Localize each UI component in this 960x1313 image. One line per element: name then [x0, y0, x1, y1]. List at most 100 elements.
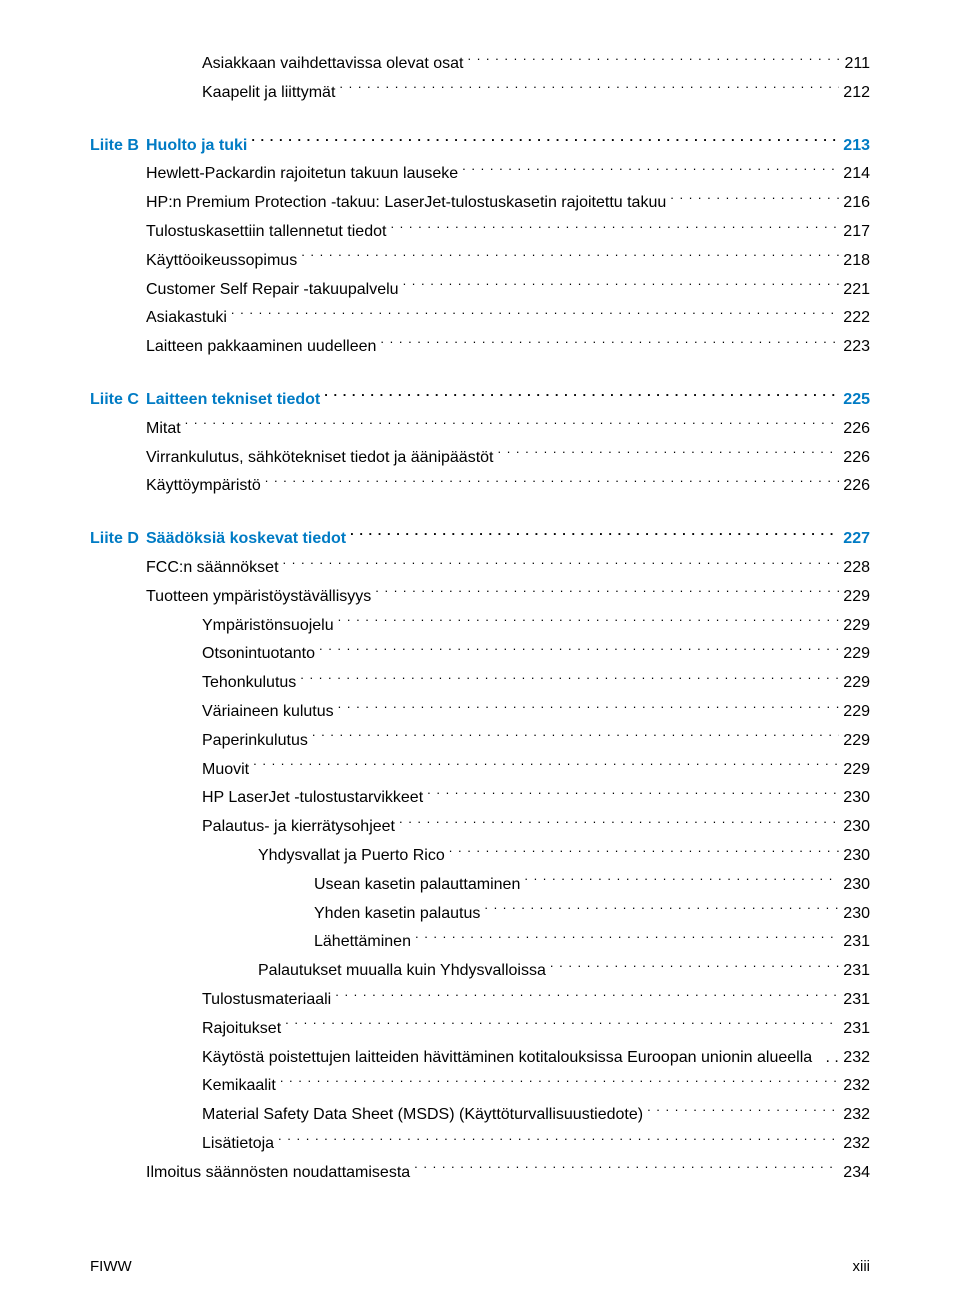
footer-left: FIWW	[90, 1258, 132, 1275]
toc-leader-dots	[319, 642, 839, 658]
toc-leader-dots	[283, 556, 840, 572]
toc-entry-label: Lisätietoja	[202, 1130, 274, 1159]
toc-entry[interactable]: Laitteen pakkaaminen uudelleen 223	[90, 333, 870, 362]
toc-page-number: 231	[843, 1015, 870, 1044]
toc-page-number: 213	[843, 132, 870, 161]
toc-entry-label: Palautus- ja kierrätysohjeet	[202, 813, 395, 842]
toc-entry[interactable]: Asiakkaan vaihdettavissa olevat osat 211	[90, 50, 870, 79]
toc-section-heading[interactable]: Liite CLaitteen tekniset tiedot225	[90, 386, 870, 415]
toc-entry[interactable]: FCC:n säännökset228	[90, 554, 870, 583]
toc-page-number: 229	[843, 583, 870, 612]
toc-page-number: 211	[844, 50, 870, 79]
toc-entry-label: Väriaineen kulutus	[202, 698, 334, 727]
toc-section-heading[interactable]: Liite BHuolto ja tuki213	[90, 132, 870, 161]
toc-entry[interactable]: Väriaineen kulutus 229	[90, 698, 870, 727]
toc-entry-label: Asiakastuki	[146, 304, 227, 333]
toc-leader-dots	[550, 959, 839, 975]
toc-entry-label: Mitat	[146, 415, 181, 444]
toc-leader-dots	[301, 249, 839, 265]
toc-entry[interactable]: Käyttöoikeussopimus 218	[90, 247, 870, 276]
toc-entry[interactable]: Tehonkulutus229	[90, 669, 870, 698]
toc-entry[interactable]: Tulostuskasettiin tallennetut tiedot 217	[90, 218, 870, 247]
toc-leader-dots	[399, 815, 839, 831]
toc-entry-label: Asiakkaan vaihdettavissa olevat osat	[202, 50, 463, 79]
toc-page-number: 222	[843, 304, 870, 333]
toc-page-number: 229	[843, 698, 870, 727]
toc-entry[interactable]: Mitat226	[90, 415, 870, 444]
toc-leader-dots	[338, 700, 840, 716]
toc-entry[interactable]: Rajoitukset 231	[90, 1015, 870, 1044]
toc-leader-dots	[312, 729, 839, 745]
toc-entry[interactable]: Hewlett-Packardin rajoitetun takuun laus…	[90, 160, 870, 189]
toc-leader-dots	[427, 786, 839, 802]
toc-entry[interactable]: Material Safety Data Sheet (MSDS) (Käytt…	[90, 1101, 870, 1130]
toc-entry[interactable]: HP LaserJet -tulostustarvikkeet230	[90, 784, 870, 813]
toc-page-number: 232	[843, 1130, 870, 1159]
toc-page-number: 212	[843, 79, 870, 108]
toc-page-number: 229	[843, 756, 870, 785]
toc-entry[interactable]: Palautus- ja kierrätysohjeet230	[90, 813, 870, 842]
toc-entry-label: Lähettäminen	[314, 928, 411, 957]
toc-leader-dots	[185, 417, 840, 433]
toc-entry[interactable]: Virrankulutus, sähkötekniset tiedot ja ä…	[90, 444, 870, 473]
toc-entry[interactable]: Customer Self Repair -takuupalvelu221	[90, 276, 870, 305]
toc-entry-label: Käyttöoikeussopimus	[146, 247, 297, 276]
toc-entry[interactable]: Tuotteen ympäristöystävällisyys 229	[90, 583, 870, 612]
toc-entry[interactable]: Paperinkulutus229	[90, 727, 870, 756]
toc-entry[interactable]: Ympäristönsuojelu229	[90, 612, 870, 641]
toc-page-number: 229	[843, 640, 870, 669]
footer-right: xiii	[853, 1258, 871, 1275]
page: Asiakkaan vaihdettavissa olevat osat211K…	[0, 0, 960, 1313]
toc-page-number: 232	[843, 1072, 870, 1101]
toc-entry[interactable]: Palautukset muualla kuin Yhdysvalloissa2…	[90, 957, 870, 986]
toc-leader-dots	[414, 1161, 839, 1177]
toc-entry[interactable]: Kaapelit ja liittymät212	[90, 79, 870, 108]
toc-page-number: 229	[843, 612, 870, 641]
toc-entry[interactable]: Otsonintuotanto229	[90, 640, 870, 669]
toc-leader-dots	[380, 335, 839, 351]
toc-leader-dots	[335, 988, 839, 1004]
toc-entry[interactable]: Tulostusmateriaali231	[90, 986, 870, 1015]
toc-page-number: 221	[843, 276, 870, 305]
toc-leader-dots	[253, 758, 839, 774]
toc-entry-label: Käyttöympäristö	[146, 472, 261, 501]
toc-entry[interactable]: HP:n Premium Protection -takuu: LaserJet…	[90, 189, 870, 218]
toc-section-prefix: Liite B	[90, 132, 146, 161]
toc-entry-label: Tulostuskasettiin tallennetut tiedot	[146, 218, 386, 247]
toc-page-number: 228	[843, 554, 870, 583]
toc-entry-label: Ilmoitus säännösten noudattamisesta	[146, 1159, 410, 1188]
toc-page-number: 223	[843, 333, 870, 362]
toc-entry-label: Hewlett-Packardin rajoitetun takuun laus…	[146, 160, 458, 189]
toc-entry[interactable]: Yhden kasetin palautus230	[90, 900, 870, 929]
toc-page-number: 231	[843, 986, 870, 1015]
toc-entry[interactable]: Lisätietoja 232	[90, 1130, 870, 1159]
toc-page-number: 229	[843, 669, 870, 698]
toc-entry[interactable]: Usean kasetin palauttaminen230	[90, 871, 870, 900]
page-footer: FIWW xiii	[90, 1258, 870, 1275]
toc-page-number: 230	[843, 842, 870, 871]
toc-leader-dots	[324, 388, 839, 404]
toc-entry[interactable]: Käytöstä poistettujen laitteiden hävittä…	[90, 1044, 870, 1073]
toc-entry-label: Tuotteen ympäristöystävällisyys	[146, 583, 371, 612]
toc-leader-dots	[449, 844, 840, 860]
toc-entry-label: Laitteen pakkaaminen uudelleen	[146, 333, 376, 362]
toc-entry[interactable]: Ilmoitus säännösten noudattamisesta234	[90, 1159, 870, 1188]
toc-leader-dots	[375, 585, 839, 601]
toc-leader-dots	[403, 278, 840, 294]
toc-entry-label: Material Safety Data Sheet (MSDS) (Käytt…	[202, 1101, 643, 1130]
toc-entry[interactable]: Kemikaalit232	[90, 1072, 870, 1101]
toc-page-number: 218	[843, 247, 870, 276]
toc-entry-label: Yhden kasetin palautus	[314, 900, 480, 929]
toc-entry[interactable]: Käyttöympäristö226	[90, 472, 870, 501]
toc-entry-label: Rajoitukset	[202, 1015, 281, 1044]
toc-section-heading[interactable]: Liite DSäädöksiä koskevat tiedot227	[90, 525, 870, 554]
toc-entry[interactable]: Yhdysvallat ja Puerto Rico230	[90, 842, 870, 871]
toc-leader-dots	[285, 1017, 839, 1033]
toc-page-number: 231	[843, 957, 870, 986]
toc-leader-dots	[338, 614, 840, 630]
toc-entry[interactable]: Muovit229	[90, 756, 870, 785]
toc-leader-dots	[265, 474, 840, 490]
toc-entry[interactable]: Asiakastuki 222	[90, 304, 870, 333]
toc-entry[interactable]: Lähettäminen231	[90, 928, 870, 957]
toc-page-number: 217	[843, 218, 870, 247]
